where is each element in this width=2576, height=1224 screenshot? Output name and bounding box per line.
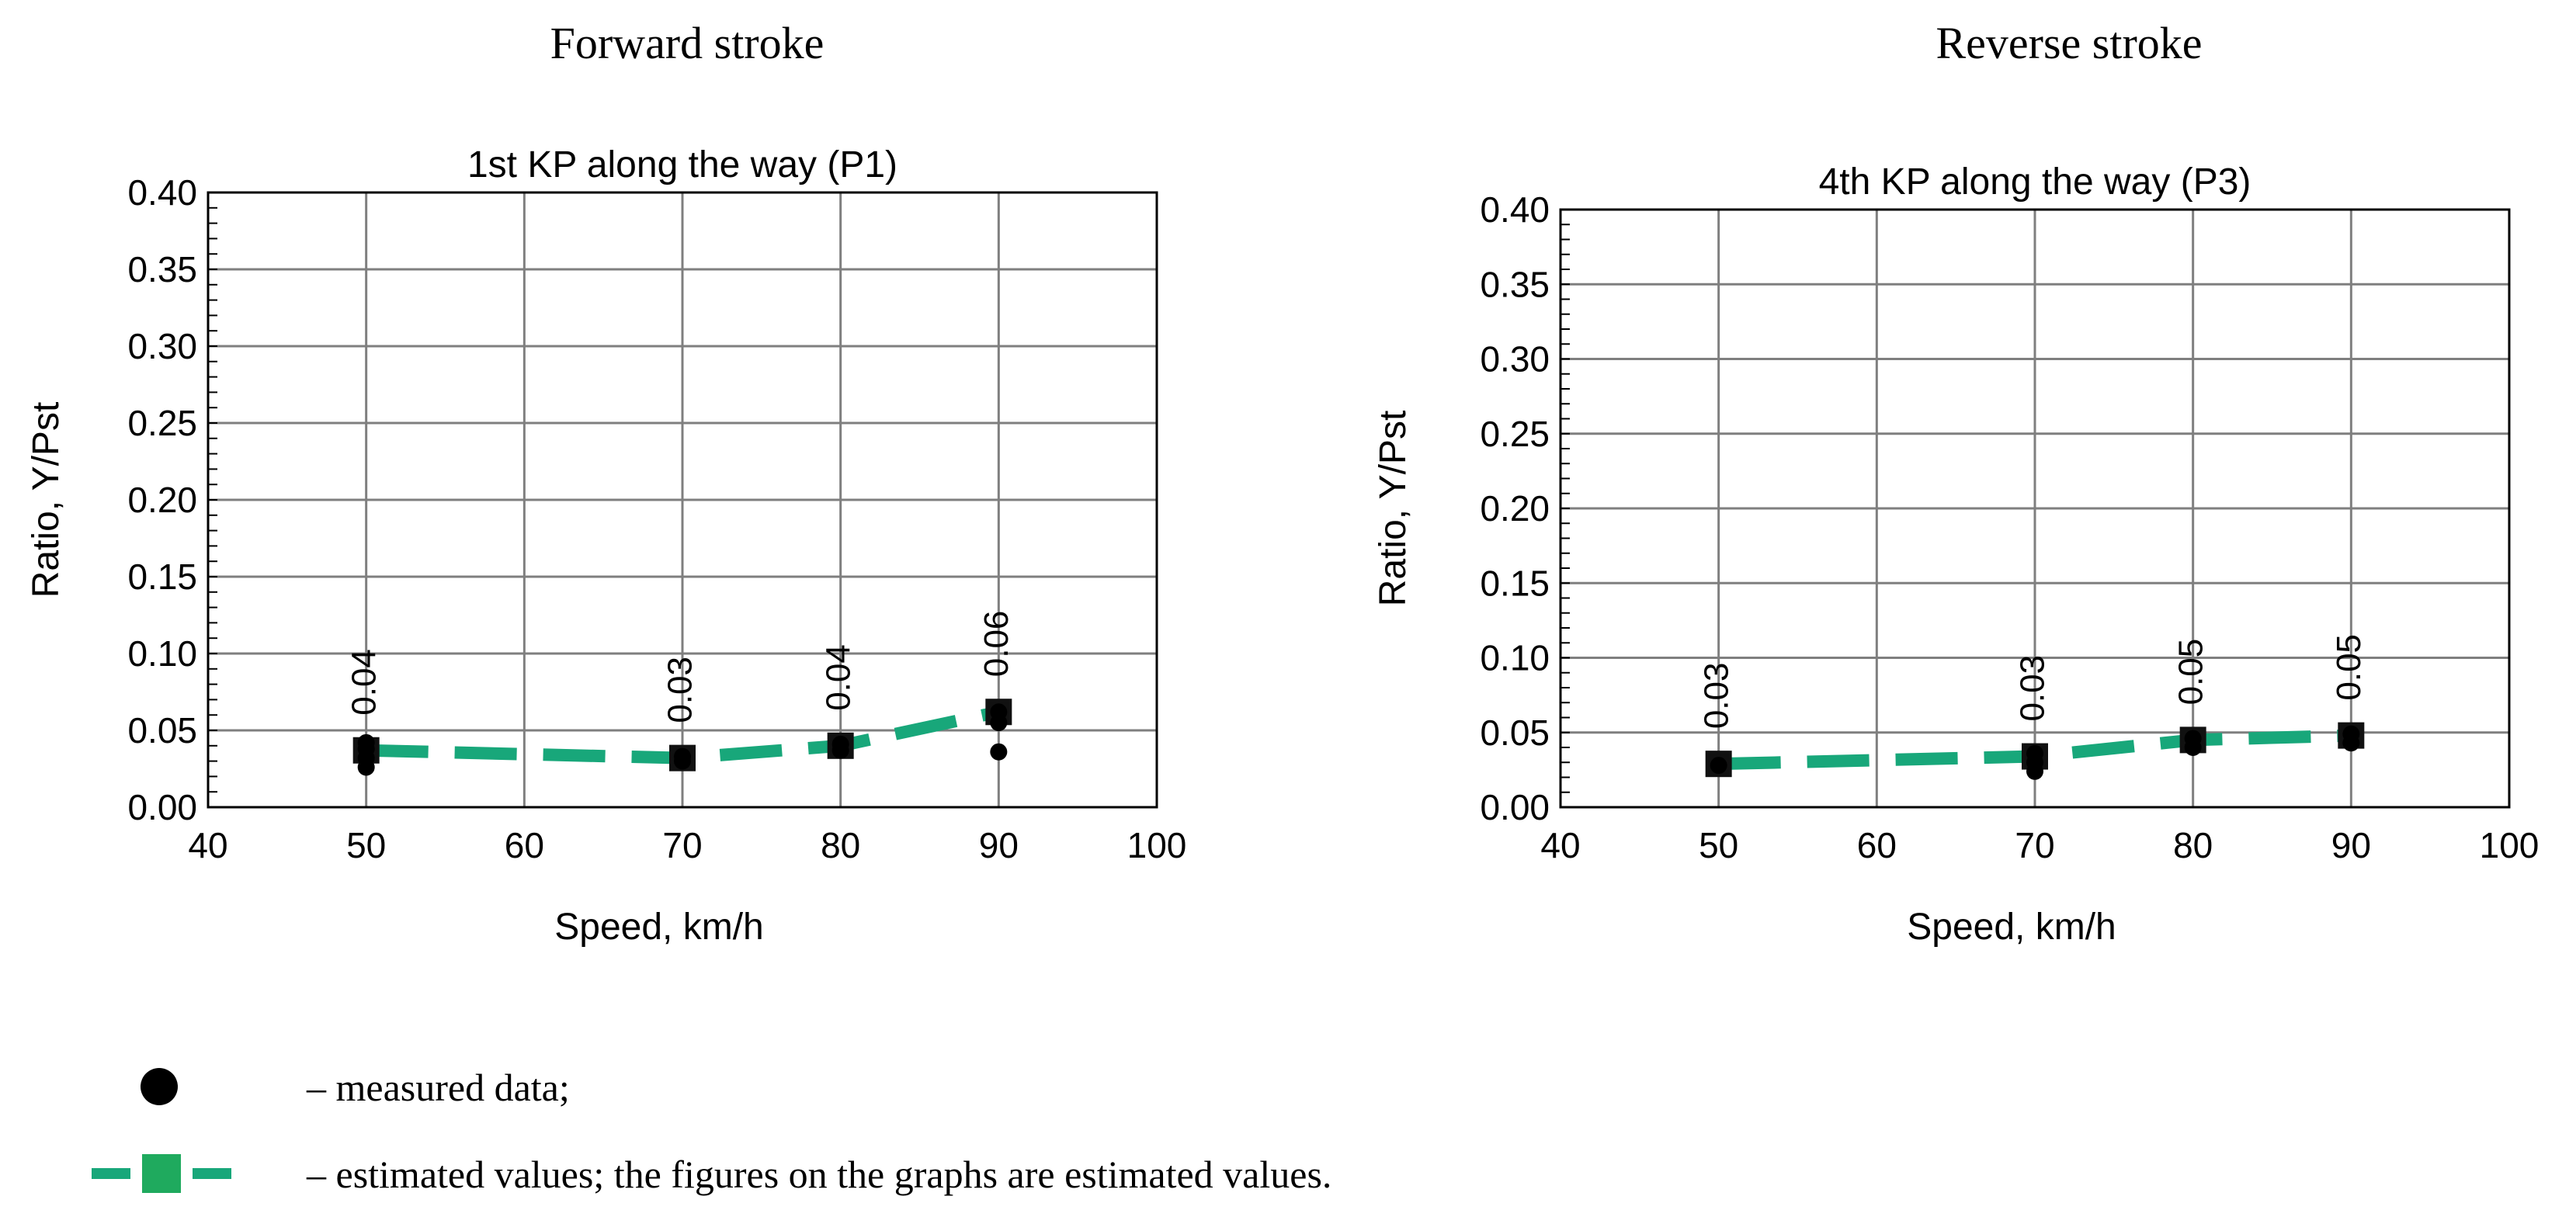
- data-label: 0.03: [661, 657, 700, 723]
- measured-point: [2026, 744, 2043, 762]
- y-tick-label: 0.35: [127, 249, 197, 290]
- x-tick-label: 60: [505, 825, 544, 865]
- data-label: 0.05: [2330, 634, 2368, 701]
- estimated-line: [1718, 729, 2352, 771]
- x-tick-label: 70: [2015, 825, 2054, 865]
- legend-measured-text: – measured data;: [306, 1066, 570, 1109]
- y-tick-label: 0.40: [127, 172, 197, 213]
- measured-point: [674, 747, 691, 765]
- y-tick-label: 0.30: [1480, 339, 1550, 380]
- x-tick-label: 60: [1857, 825, 1897, 865]
- x-tick-label: 90: [2331, 825, 2371, 865]
- y-tick-label: 0.25: [1480, 414, 1550, 454]
- legend-estimated-marker: [92, 1154, 231, 1193]
- y-tick-label: 0.35: [1480, 264, 1550, 304]
- x-tick-label: 50: [346, 825, 386, 865]
- data-label: 0.04: [819, 644, 857, 711]
- y-axis-label: Ratio, Y/Pst: [1373, 411, 1414, 607]
- y-tick-label: 0.40: [1480, 189, 1550, 230]
- y-tick-label: 0.30: [127, 326, 197, 366]
- y-tick-label: 0.10: [127, 633, 197, 674]
- x-axis-label: Speed, km/h: [1907, 907, 2116, 948]
- section-title-forward: Forward stroke: [550, 18, 825, 68]
- y-tick-label: 0.00: [1480, 787, 1550, 827]
- x-tick-label: 40: [1540, 825, 1580, 865]
- legend-measured-marker: [141, 1068, 178, 1105]
- data-label: 0.05: [2172, 639, 2210, 706]
- x-tick-label: 70: [662, 825, 702, 865]
- y-tick-label: 0.00: [127, 787, 197, 827]
- chart-forward: 1st KP along the way (P1) 40 50 60 70 80 90 100…: [26, 144, 1186, 948]
- data-label: 0.03: [2014, 655, 2052, 722]
- measured-point: [1710, 757, 1727, 775]
- measured-point: [357, 733, 375, 751]
- y-tick-label: 0.05: [1480, 713, 1550, 753]
- y-tick-label: 0.10: [1480, 638, 1550, 678]
- measured-point: [2184, 730, 2202, 747]
- section-title-reverse: Reverse stroke: [1935, 18, 2202, 68]
- measured-point: [990, 743, 1008, 761]
- data-label: 0.04: [345, 649, 383, 716]
- y-tick-label: 0.05: [127, 710, 197, 751]
- y-axis-label: Ratio, Y/Pst: [26, 402, 67, 598]
- x-axis-label: Speed, km/h: [554, 907, 763, 948]
- measured-point: [2342, 725, 2360, 743]
- chart-reverse: 4th KP along the way (P3) 40 50 60 70 80 90 100…: [1373, 161, 2539, 948]
- y-tick-label: 0.25: [127, 403, 197, 443]
- x-tick-label: 100: [2480, 825, 2540, 865]
- y-tick-label: 0.20: [1480, 488, 1550, 529]
- x-tick-label: 50: [1699, 825, 1738, 865]
- y-tick-label: 0.20: [127, 480, 197, 520]
- x-tick-label: 80: [2173, 825, 2213, 865]
- legend: – measured data; – estimated values; the…: [92, 1066, 1331, 1196]
- y-tick-label: 0.15: [1480, 563, 1550, 603]
- measured-point: [990, 703, 1008, 721]
- data-label: 0.03: [1697, 663, 1735, 730]
- measured-point: [831, 735, 849, 753]
- x-tick-label: 90: [979, 825, 1019, 865]
- chart-title: 1st KP along the way (P1): [467, 144, 897, 186]
- x-tick-label: 100: [1127, 825, 1187, 865]
- legend-estimated-text: – estimated values; the figures on the g…: [306, 1153, 1331, 1196]
- data-label: 0.06: [977, 611, 1015, 678]
- chart-title: 4th KP along the way (P3): [1819, 161, 2251, 203]
- x-tick-label: 80: [821, 825, 860, 865]
- y-tick-label: 0.15: [127, 557, 197, 597]
- estimated-line: [366, 706, 1001, 765]
- x-tick-label: 40: [188, 825, 227, 865]
